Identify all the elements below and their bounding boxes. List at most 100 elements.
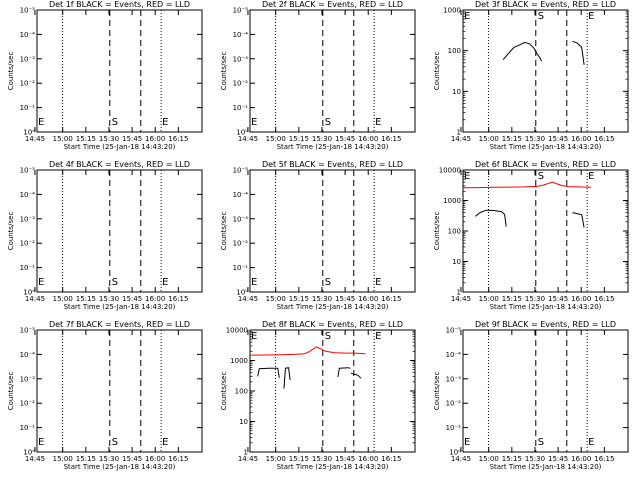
y-tick-label: 1000 [443,7,461,15]
x-tick-label: 15:15 [76,135,96,143]
lld-series-line [249,346,366,356]
panel-title: Det 3f BLACK = Events, RED = LLD [475,0,616,9]
x-tick-label: 15:45 [335,455,355,463]
s-flag-marker: S [325,277,331,288]
y-tick-label: 10⁻³ [20,375,36,383]
panel-9: Det 9f BLACK = Events, RED = LLD 10⁰ 10⁻¹ 1… [433,320,629,471]
panel-1: Det 1f BLACK = Events, RED = LLD 10⁰ 10⁻¹ 1… [7,0,203,151]
y-tick-label: 10⁻¹ [446,424,462,432]
y-tick-label: 10⁻² [233,80,249,88]
s-flag-marker: S [538,11,544,22]
s-flag-marker: S [112,117,118,128]
x-tick-label: 15:30 [525,135,545,143]
x-tick-label: 16:00 [145,455,165,463]
panel-4: Det 4f BLACK = Events, RED = LLD 10⁰ 10⁻¹ 1… [7,160,203,311]
x-tick-label: 15:00 [53,135,73,143]
s-flag-marker: S [538,437,544,448]
s-flag-marker: S [112,277,118,288]
y-tick-label: 10⁻¹ [20,424,36,432]
x-tick-label: 16:00 [145,135,165,143]
e-flag-marker: E [375,277,381,288]
s-flag-marker: S [325,117,331,128]
y-tick-label: 10⁻⁵ [20,7,36,15]
y-tick-label: 1 [457,289,461,297]
x-tick-label: 15:00 [266,455,286,463]
y-tick-label: 100 [448,47,461,55]
events-series-line [572,212,585,228]
y-tick-label: 10⁻² [446,400,462,408]
x-tick-label: 14:45 [451,295,471,303]
y-axis-label: Counts/sec [7,372,15,411]
panel-7: Det 7f BLACK = Events, RED = LLD 10⁰ 10⁻¹ 1… [7,320,203,471]
x-tick-label: 16:15 [168,295,188,303]
s-flag-marker: S [112,437,118,448]
panel-title: Det 8f BLACK = Events, RED = LLD [262,320,403,329]
x-tick-label: 15:00 [266,295,286,303]
panel-title: Det 1f BLACK = Events, RED = LLD [49,0,190,9]
x-tick-label: 16:00 [571,295,591,303]
x-tick-label: 16:00 [571,135,591,143]
panel-title: Det 6f BLACK = Events, RED = LLD [475,160,616,169]
panel-title: Det 2f BLACK = Events, RED = LLD [262,0,403,9]
e-flag-marker: E [251,117,257,128]
x-tick-label: 14:45 [25,135,45,143]
e-flag-marker: E [464,11,470,22]
panel-8: Det 8f BLACK = Events, RED = LLD 1 10 100 10… [220,320,416,471]
y-tick-label: 10 [452,258,461,266]
y-tick-label: 1 [244,449,248,457]
plot-frame [36,9,203,133]
x-tick-label: 16:00 [358,455,378,463]
plot-frame [462,169,629,293]
y-tick-label: 10⁻¹ [233,264,249,272]
x-tick-label: 14:45 [451,135,471,143]
y-tick-label: 10⁻² [20,240,36,248]
y-tick-label: 10⁻⁴ [233,191,249,199]
e-flag-marker: E [251,277,257,288]
x-tick-label: 15:30 [312,455,332,463]
x-tick-label: 16:15 [594,295,614,303]
events-series-line [474,209,507,227]
s-flag-marker: S [538,171,544,182]
x-tick-label: 15:30 [525,455,545,463]
x-tick-label: 14:45 [238,135,258,143]
x-tick-label: 15:15 [502,295,522,303]
x-tick-label: 15:45 [335,135,355,143]
x-axis-label: Start Time (25-Jan-18 14:43:20) [64,463,176,471]
x-tick-label: 15:00 [53,455,73,463]
y-tick-label: 10⁻³ [446,375,462,383]
x-tick-label: 16:15 [381,455,401,463]
y-axis-label: Counts/sec [7,212,15,251]
y-tick-label: 10⁻⁵ [233,167,249,175]
y-tick-label: 1 [457,129,461,137]
x-tick-label: 14:45 [238,295,258,303]
x-axis-label: Start Time (25-Jan-18 14:43:20) [277,143,389,151]
e-flag-marker: E [464,437,470,448]
y-tick-label: 10⁰ [23,449,35,457]
y-tick-label: 10⁻⁵ [20,327,36,335]
x-tick-label: 15:30 [99,295,119,303]
x-tick-label: 16:00 [571,455,591,463]
e-flag-marker: E [162,117,168,128]
e-flag-marker: E [375,331,381,342]
events-series-line [283,367,291,389]
e-flag-marker: E [38,277,44,288]
x-axis-label: Start Time (25-Jan-18 14:43:20) [64,143,176,151]
panel-title: Det 5f BLACK = Events, RED = LLD [262,160,403,169]
y-tick-label: 10⁰ [23,129,35,137]
panel-title: Det 4f BLACK = Events, RED = LLD [49,160,190,169]
e-flag-marker: E [464,171,470,182]
x-tick-label: 15:30 [99,455,119,463]
panel-5: Det 5f BLACK = Events, RED = LLD 10⁰ 10⁻¹ 1… [220,160,416,311]
y-tick-label: 1000 [443,197,461,205]
y-tick-label: 10⁻¹ [20,104,36,112]
y-axis-label: Counts/sec [220,212,228,251]
x-tick-label: 15:30 [312,135,332,143]
x-tick-label: 16:15 [381,135,401,143]
panel-6: Det 6f BLACK = Events, RED = LLD 1 10 100 10… [433,160,629,311]
y-tick-label: 10 [452,88,461,96]
panel-title: Det 9f BLACK = Events, RED = LLD [475,320,616,329]
x-axis-label: Start Time (25-Jan-18 14:43:20) [64,303,176,311]
x-tick-label: 15:45 [548,135,568,143]
y-axis-label: Counts/sec [220,52,228,91]
x-tick-label: 15:15 [76,295,96,303]
